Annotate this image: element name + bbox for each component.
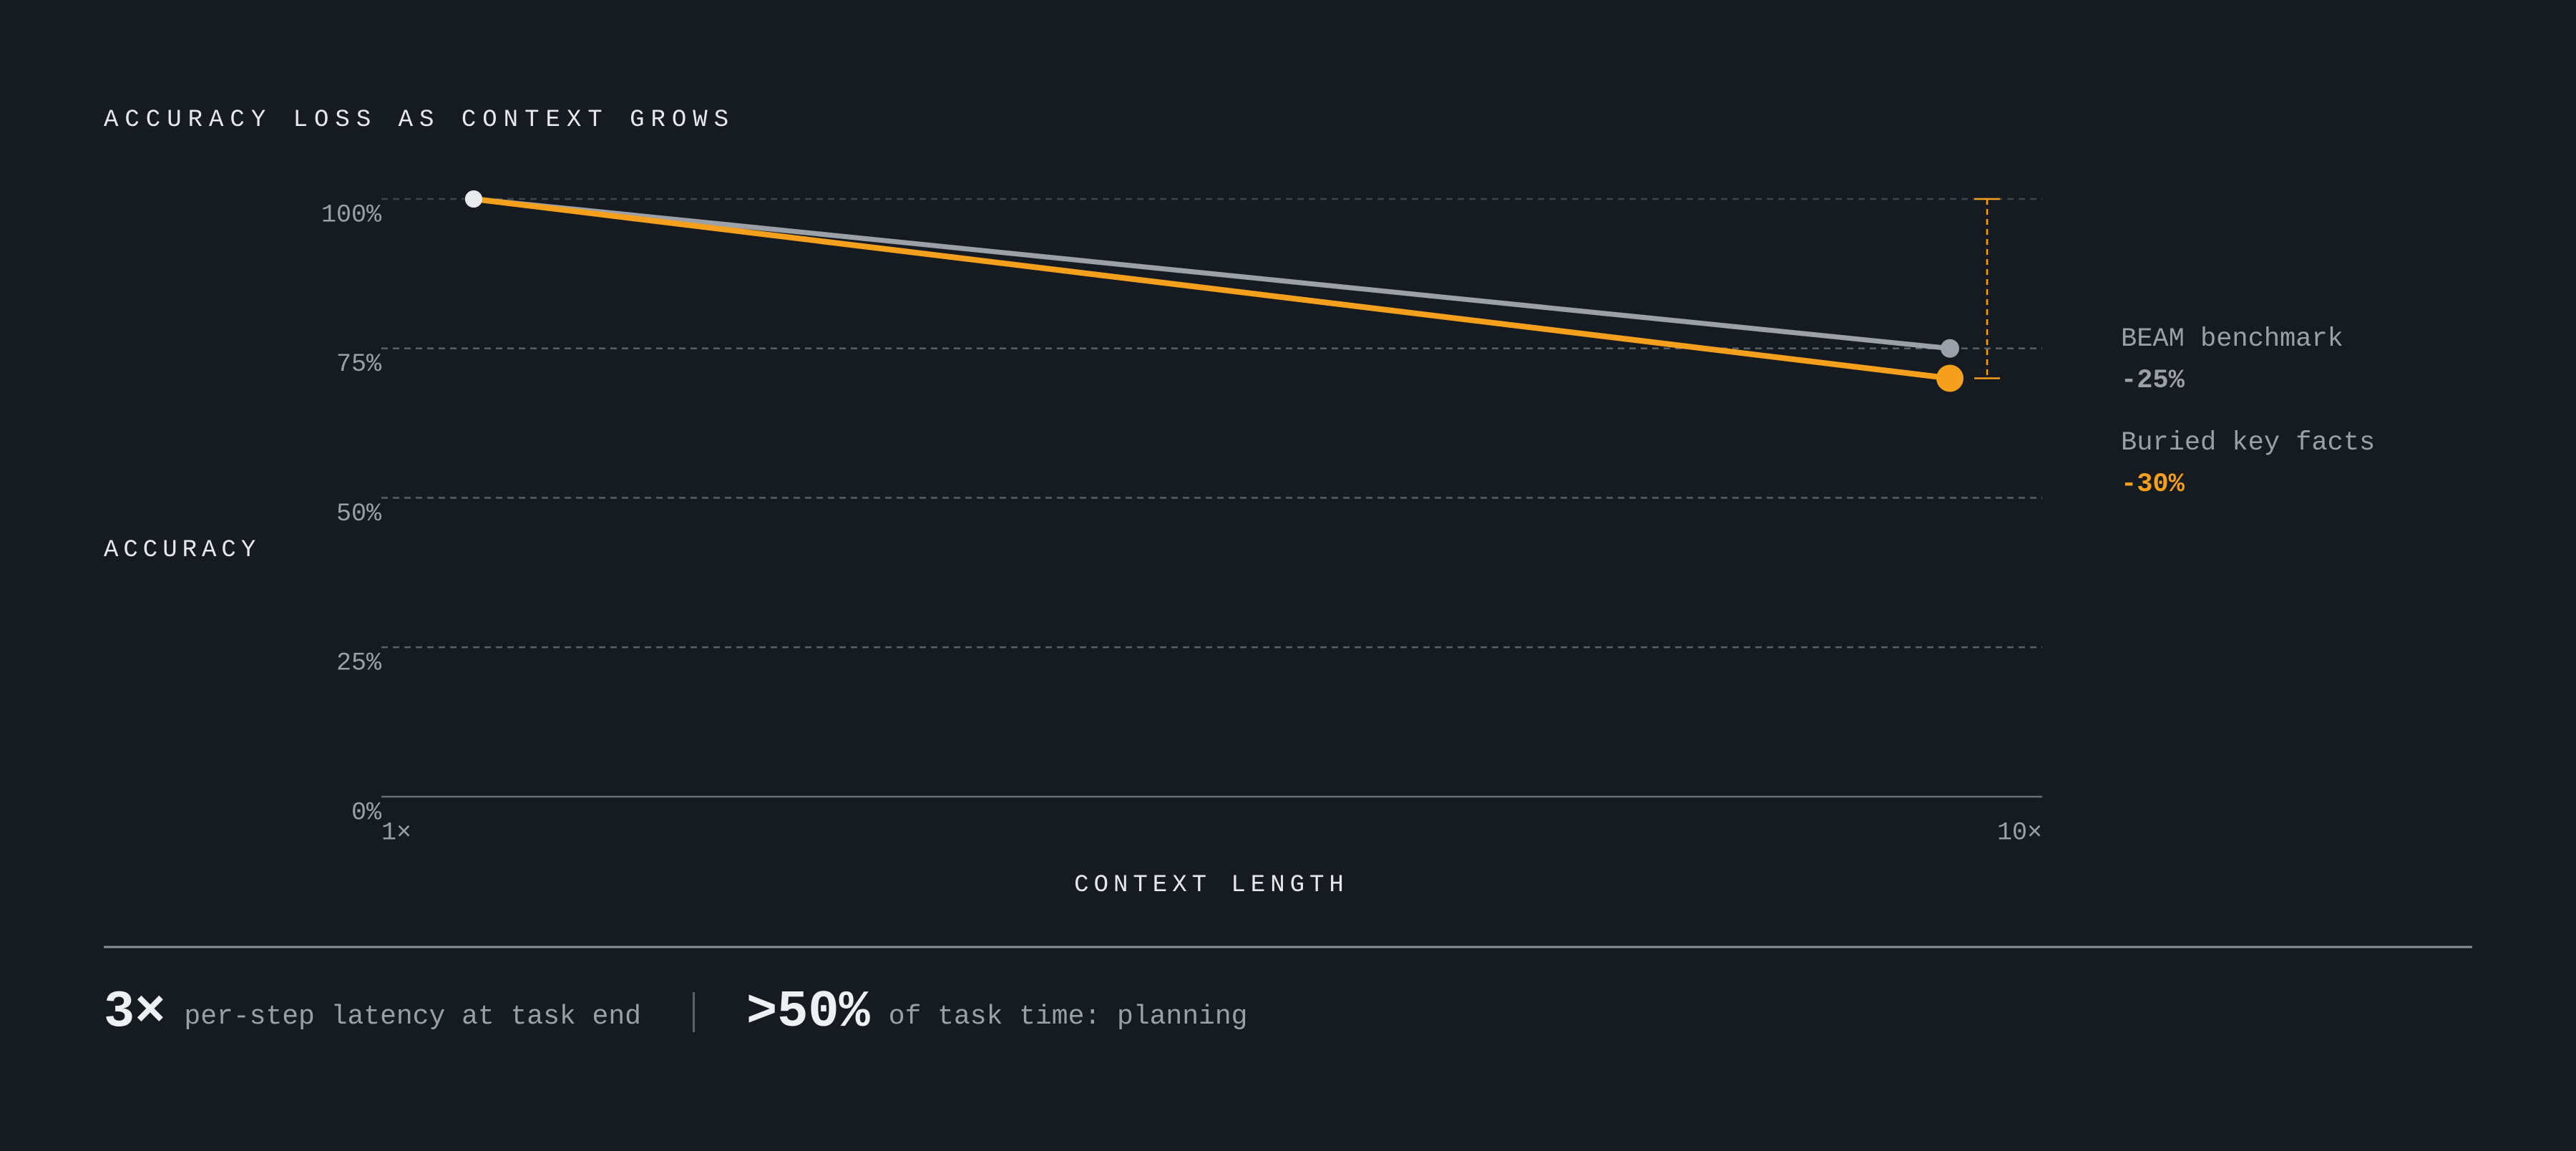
y-tick-label: 50% [336,500,382,528]
stat-text: of task time: planning [888,1001,1248,1032]
series-line [473,196,1951,351]
legend-change: -25% [2121,366,2185,396]
data-point [464,190,482,208]
stat-text: per-step latency at task end [184,1001,641,1032]
legend-change: -30% [2121,470,2185,500]
x-axis-label: CONTEXT LENGTH [1074,872,1349,899]
data-point [1941,339,1960,358]
stat-figure: >50% [746,983,870,1041]
data-point [1936,364,1964,392]
separator [692,992,695,1032]
chart: ACCURACY LOSS AS CONTEXT GROWS ACCURACY … [104,107,2472,948]
legend-label: BEAM benchmark [2121,324,2343,354]
stat-figure: 3× [104,983,166,1041]
x-tick-label: 1× [381,818,411,847]
series-line [473,196,1951,382]
chart-title: ACCURACY LOSS AS CONTEXT GROWS [104,107,735,134]
x-tick-label: 10× [1997,818,2042,847]
y-tick-label: 25% [336,649,382,678]
legend-label: Buried key facts [2121,428,2375,458]
y-tick-label: 75% [336,350,382,379]
y-tick-label: 100% [321,200,382,229]
stats: 3× per-step latency at task end >50% of tas… [104,978,1247,1046]
y-tick-label: 0% [351,798,382,827]
y-axis-label: ACCURACY [104,537,260,564]
